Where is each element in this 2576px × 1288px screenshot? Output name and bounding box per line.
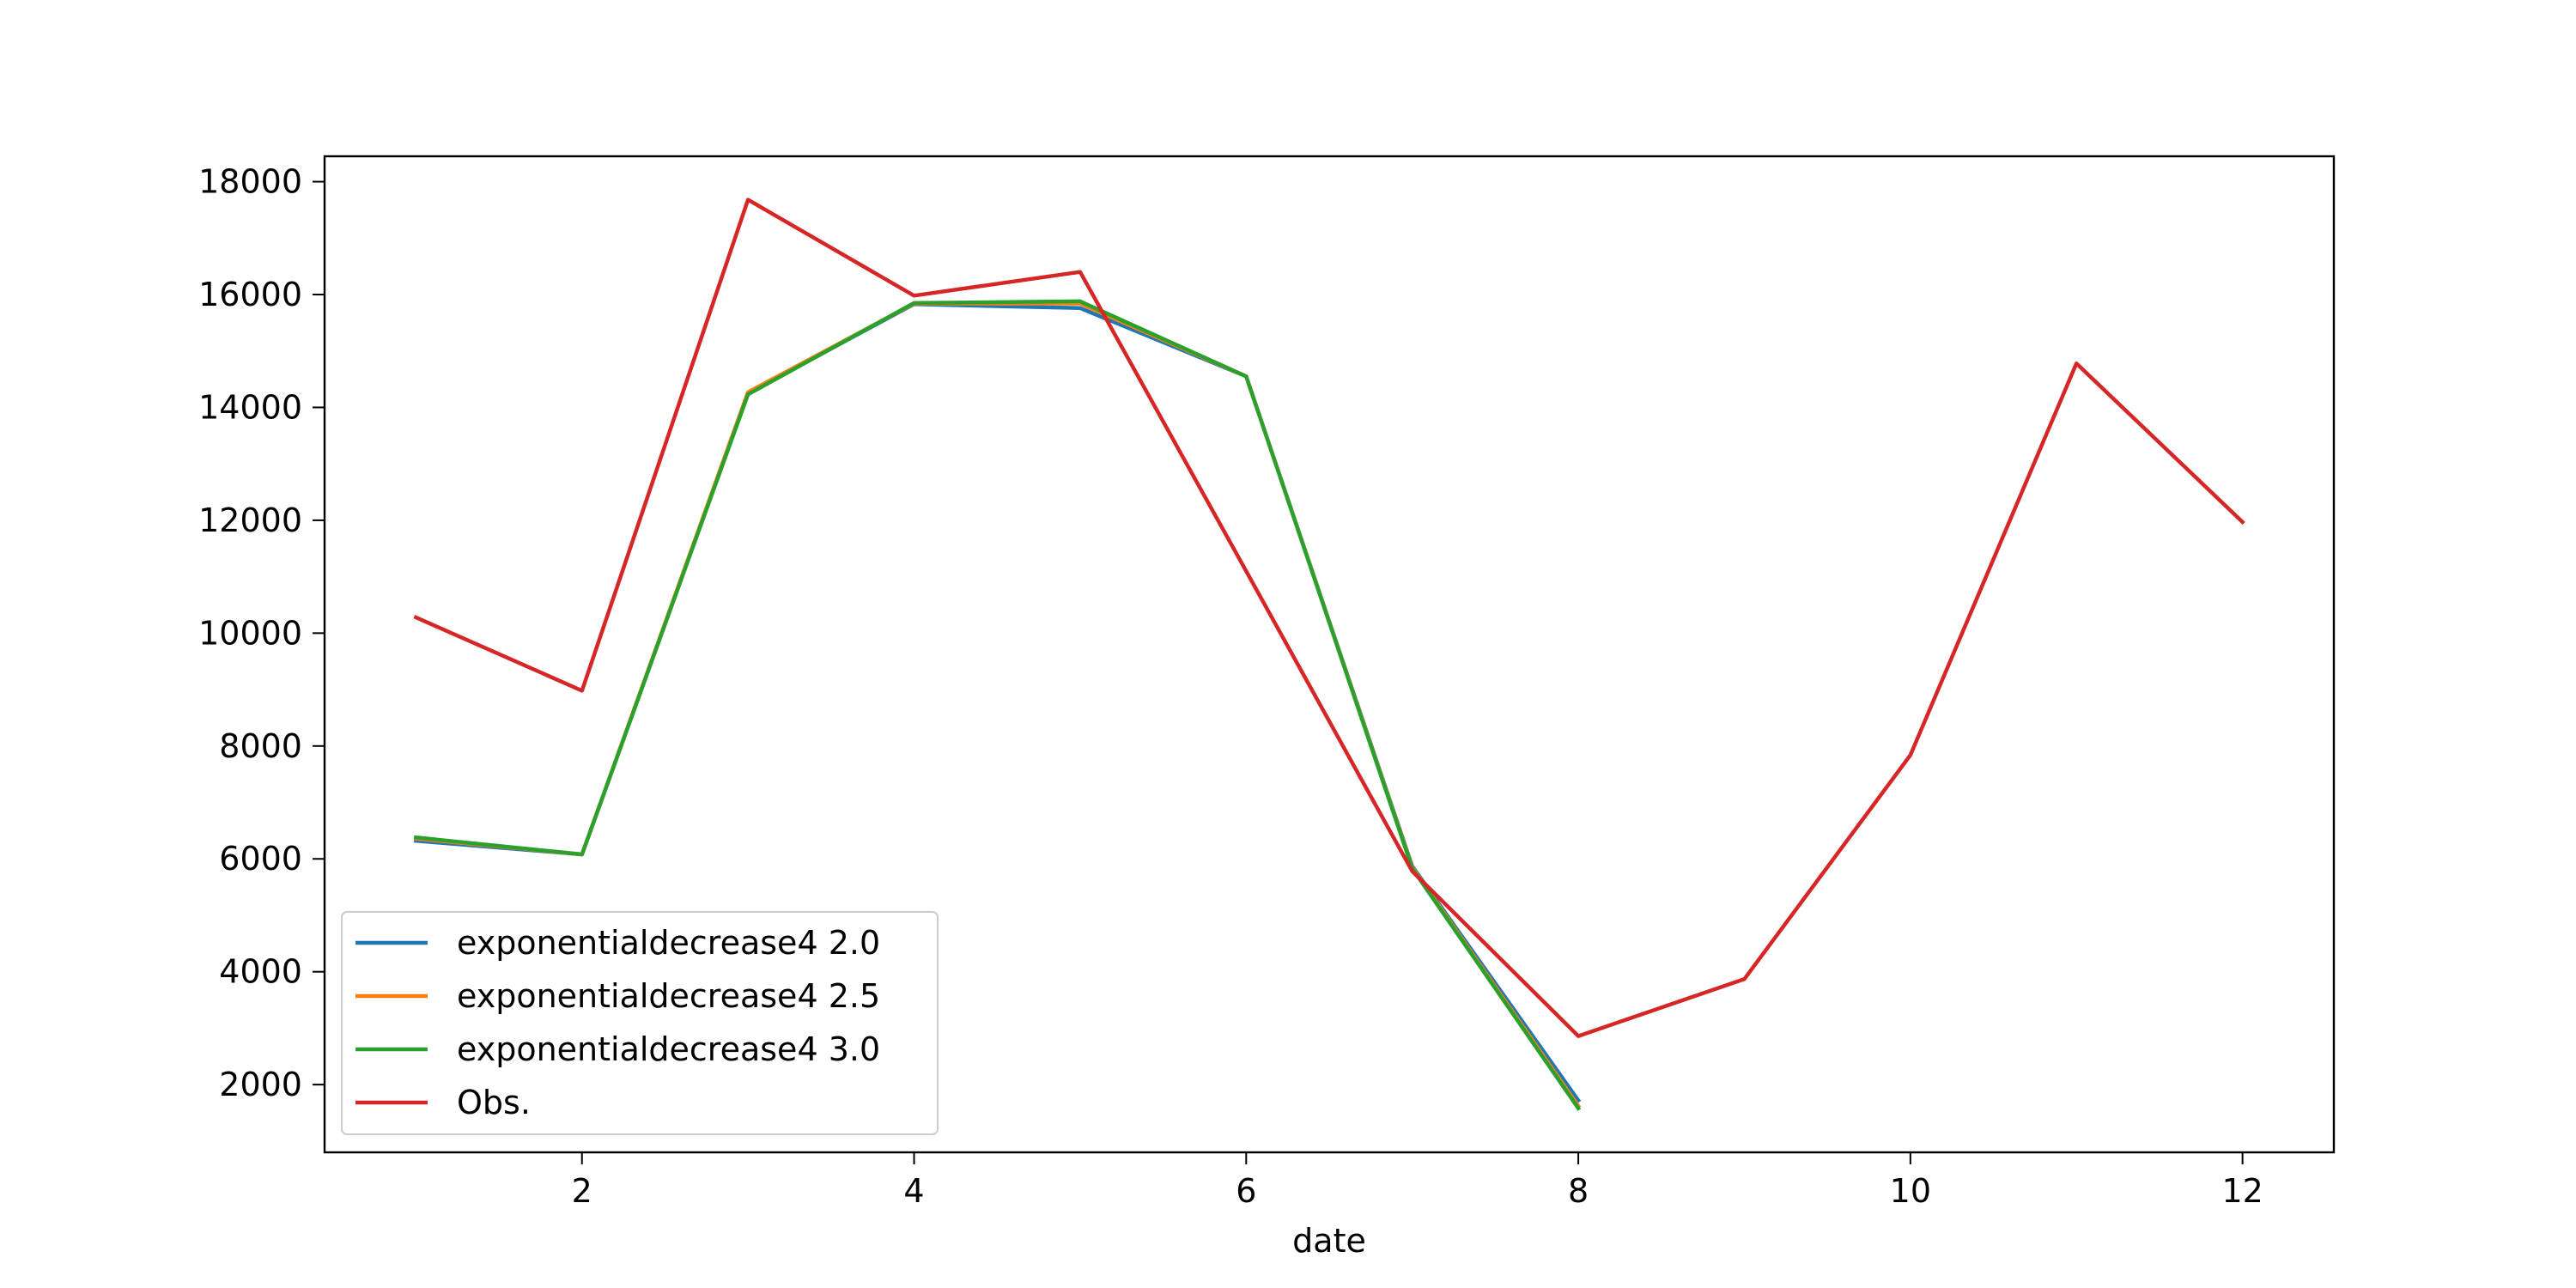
x-axis-title: date [1292, 1222, 1366, 1260]
legend-label: exponentialdecrease4 2.0 [457, 924, 880, 962]
legend-box [341, 911, 939, 1135]
x-tick-label: 10 [1890, 1172, 1931, 1210]
y-tick-label: 14000 [198, 388, 302, 426]
series-line-4 [413, 197, 2245, 1038]
legend: exponentialdecrease4 2.0 exponentialdecre… [341, 911, 939, 1135]
x-axis: 2 4 6 8 10 12 [572, 1152, 2263, 1210]
legend-label: Obs. [457, 1084, 531, 1121]
y-tick-label: 12000 [198, 501, 302, 539]
y-axis: 2000 4000 6000 8000 10000 12000 14000 16000 1800… [198, 163, 325, 1103]
y-tick-label: 10000 [198, 614, 302, 652]
y-tick-label: 8000 [219, 727, 302, 765]
y-tick-label: 6000 [219, 840, 302, 878]
x-tick-label: 6 [1236, 1172, 1256, 1210]
x-tick-label: 2 [572, 1172, 592, 1210]
y-tick-label: 16000 [198, 276, 302, 313]
plot-frame [323, 155, 2336, 1154]
series-line-3 [413, 299, 1582, 1111]
x-tick-label: 12 [2221, 1172, 2263, 1210]
x-tick-label: 4 [903, 1172, 924, 1210]
y-tick-label: 4000 [219, 953, 302, 991]
x-tick-label: 8 [1568, 1172, 1589, 1210]
legend-label: exponentialdecrease4 3.0 [457, 1030, 880, 1068]
y-tick-label: 2000 [219, 1066, 302, 1103]
y-tick-label: 18000 [198, 163, 302, 201]
plot-series [413, 197, 2245, 1111]
legend-label: exponentialdecrease4 2.5 [457, 977, 880, 1015]
